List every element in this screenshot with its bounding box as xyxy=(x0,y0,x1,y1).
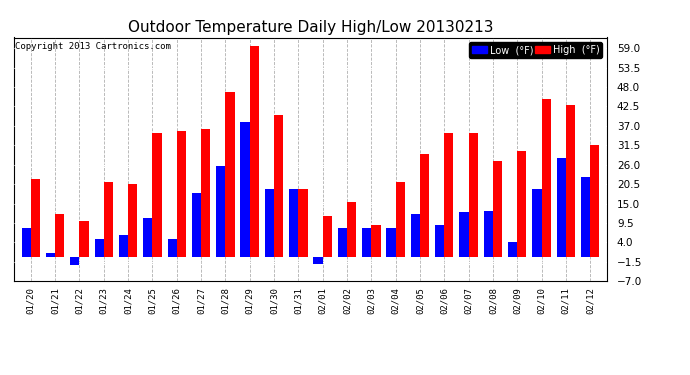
Legend: Low  (°F), High  (°F): Low (°F), High (°F) xyxy=(469,42,602,58)
Bar xyxy=(581,177,590,256)
Bar xyxy=(128,184,137,256)
Bar xyxy=(469,133,477,256)
Bar xyxy=(240,122,250,256)
Bar xyxy=(435,225,444,256)
Bar xyxy=(508,242,518,256)
Bar xyxy=(493,161,502,256)
Bar xyxy=(532,189,542,256)
Bar xyxy=(337,228,347,256)
Bar xyxy=(590,145,600,256)
Bar xyxy=(177,131,186,256)
Bar xyxy=(168,239,177,256)
Bar xyxy=(386,228,395,256)
Bar xyxy=(323,216,332,256)
Bar xyxy=(201,129,210,256)
Bar xyxy=(46,253,55,257)
Bar xyxy=(104,182,113,256)
Bar xyxy=(298,189,308,256)
Bar xyxy=(460,212,469,256)
Bar xyxy=(542,99,551,256)
Bar xyxy=(21,228,31,256)
Text: Copyright 2013 Cartronics.com: Copyright 2013 Cartronics.com xyxy=(15,42,171,51)
Bar xyxy=(444,133,453,256)
Bar xyxy=(557,158,566,256)
Title: Outdoor Temperature Daily High/Low 20130213: Outdoor Temperature Daily High/Low 20130… xyxy=(128,20,493,35)
Bar xyxy=(566,105,575,256)
Bar xyxy=(420,154,429,256)
Bar xyxy=(289,189,298,256)
Bar xyxy=(518,150,526,256)
Bar xyxy=(119,236,128,256)
Bar xyxy=(250,46,259,256)
Bar xyxy=(347,202,356,256)
Bar xyxy=(55,214,64,256)
Bar xyxy=(226,92,235,256)
Bar xyxy=(79,221,89,256)
Bar xyxy=(70,256,79,265)
Bar xyxy=(371,225,381,256)
Bar xyxy=(313,256,323,264)
Bar xyxy=(144,217,152,256)
Bar xyxy=(95,239,103,256)
Bar xyxy=(31,179,40,256)
Bar xyxy=(362,228,371,256)
Bar xyxy=(395,182,405,256)
Bar xyxy=(484,211,493,256)
Bar xyxy=(216,166,226,256)
Bar xyxy=(265,189,274,256)
Bar xyxy=(192,193,201,256)
Bar xyxy=(152,133,161,256)
Bar xyxy=(274,115,284,256)
Bar xyxy=(411,214,420,256)
